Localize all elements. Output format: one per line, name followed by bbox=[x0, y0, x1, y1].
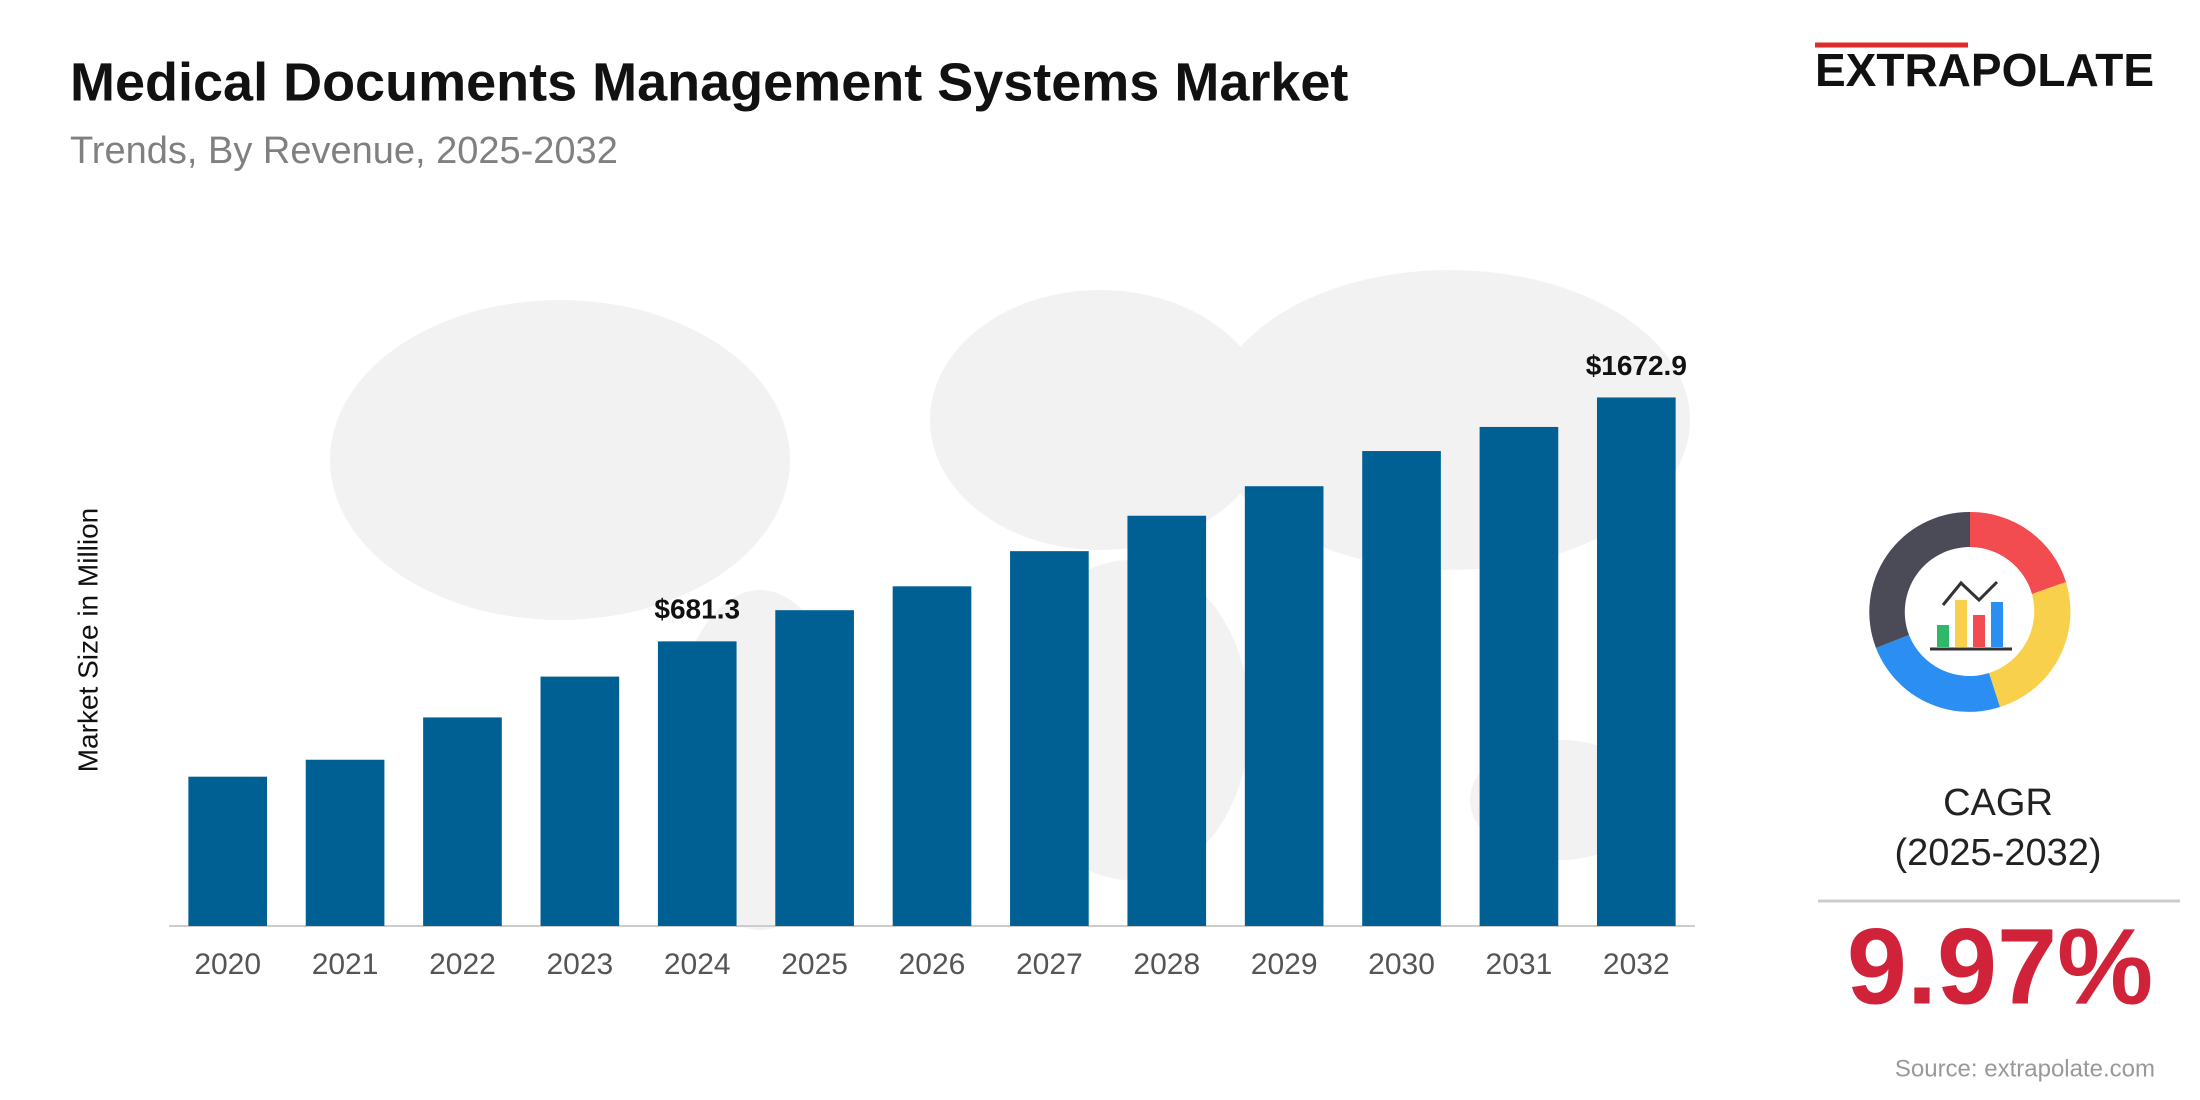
value-label: $1672.9 bbox=[1586, 350, 1687, 381]
bar bbox=[1362, 451, 1441, 926]
bar bbox=[1127, 515, 1207, 926]
x-tick-label: 2030 bbox=[1368, 948, 1435, 981]
x-tick-label: 2028 bbox=[1133, 948, 1200, 981]
bar bbox=[188, 776, 268, 926]
bar bbox=[1244, 486, 1324, 926]
cagr-period: (2025-2032) bbox=[1894, 832, 2101, 874]
cagr-label: CAGR bbox=[1943, 782, 2053, 824]
chart-subtitle: Trends, By Revenue, 2025-2032 bbox=[70, 130, 618, 172]
brand-logo: EXTRAPOLATE bbox=[1815, 44, 2154, 96]
x-tick-label: 2031 bbox=[1486, 948, 1553, 981]
bar bbox=[305, 759, 385, 926]
x-tick-label: 2024 bbox=[664, 948, 731, 981]
source: Source: extrapolate.com bbox=[1895, 1055, 2155, 1082]
y-axis-label: Market Size in Million bbox=[72, 508, 103, 773]
x-tick-label: 2027 bbox=[1016, 948, 1083, 981]
cagr-icon bbox=[1869, 511, 2071, 712]
x-tick-label: 2023 bbox=[546, 948, 613, 981]
value-label: $681.3 bbox=[654, 594, 740, 625]
bar bbox=[1596, 397, 1676, 926]
x-tick-label: 2025 bbox=[781, 948, 848, 981]
x-tick-label: 2021 bbox=[312, 948, 379, 981]
bar bbox=[1479, 426, 1559, 926]
x-tick-label: 2022 bbox=[429, 948, 496, 981]
bar bbox=[775, 610, 854, 926]
bar bbox=[892, 586, 972, 926]
x-tick-label: 2026 bbox=[899, 948, 966, 981]
x-tick-label: 2032 bbox=[1603, 948, 1670, 981]
x-tick-label: 2020 bbox=[194, 948, 261, 981]
bar bbox=[657, 641, 737, 926]
bar bbox=[540, 676, 620, 926]
x-tick-label: 2029 bbox=[1251, 948, 1318, 981]
bar bbox=[423, 717, 502, 926]
bar bbox=[1010, 551, 1089, 926]
chart-title: Medical Documents Management Systems Mar… bbox=[70, 52, 1348, 112]
cagr-value: 9.97% bbox=[1847, 906, 2153, 1027]
